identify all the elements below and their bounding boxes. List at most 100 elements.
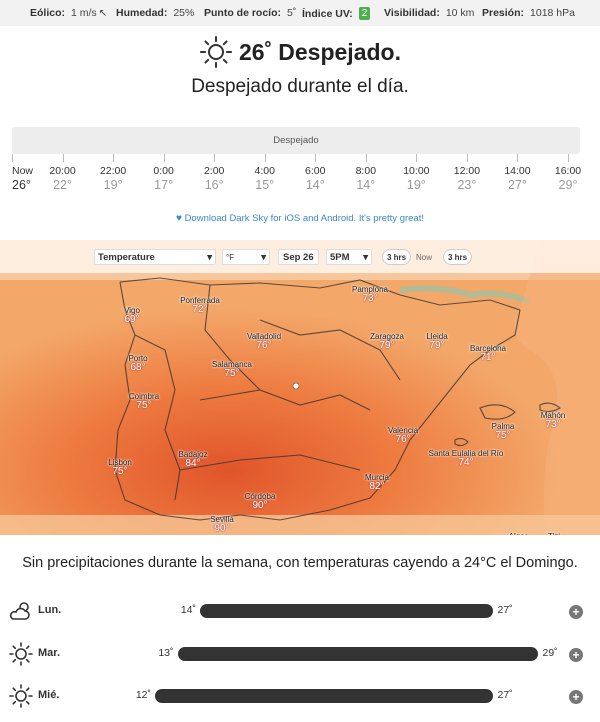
city-name: Coimbra — [128, 392, 160, 401]
now-button[interactable]: Now — [416, 252, 433, 262]
sun-icon — [200, 36, 233, 68]
city-name: Palma — [491, 422, 515, 431]
hour-item[interactable]: 14:00 27° — [495, 165, 539, 192]
humidity-label: Humedad: — [116, 7, 168, 19]
stats-bar: Eólico: 1 m/s ↖ Humedad: 25% Punto de ro… — [0, 0, 600, 26]
hour-time: 10:00 — [403, 165, 430, 177]
city-temp: 82° — [369, 481, 385, 492]
map-city-label: Valladolid 76° — [247, 332, 281, 351]
wind-value: 1 m/s — [71, 7, 97, 19]
city-name: Valencia — [387, 426, 419, 435]
timeline-ticks — [12, 154, 580, 164]
day-row[interactable]: Mié. 12˚ 27˚ + — [0, 684, 600, 708]
map-time-select[interactable]: 5PM ▾ — [326, 249, 372, 265]
current-conditions: 26˚ Despejado. Despejado durante el día. — [0, 32, 600, 98]
timeline-tick — [113, 154, 115, 162]
hour-item[interactable]: 4:00 15° — [243, 165, 287, 192]
timeline-tick — [12, 154, 13, 162]
expand-day-button[interactable]: + — [569, 605, 583, 619]
temperature-map[interactable]: Temperature ▾ °F ▾ Sep 26 5PM ▾ 3 hrs No… — [0, 240, 600, 535]
hour-item[interactable]: 20:00 22° — [41, 165, 85, 192]
dew-point-label: Punto de rocío: — [204, 7, 281, 19]
hour-item[interactable]: 22:00 19° — [91, 165, 135, 192]
visibility-stat: Visibilidad: 10 km — [384, 7, 474, 19]
hour-time: 22:00 — [99, 165, 127, 177]
city-temp: 79° — [379, 340, 395, 351]
pressure-label: Presión: — [482, 7, 525, 19]
city-name: Salamanca — [211, 360, 253, 369]
hour-item[interactable]: 10:00 19° — [394, 165, 438, 192]
hourly-condition-bar[interactable]: Despejado — [12, 127, 580, 154]
city-temp: 68° — [130, 362, 146, 373]
expand-day-button[interactable]: + — [569, 690, 583, 704]
city-name: Barcelona — [469, 344, 507, 353]
hour-temp: 22° — [53, 178, 72, 192]
hour-item[interactable]: Now 26° — [12, 165, 56, 192]
day-row[interactable]: Lun. 14˚ 27˚ + — [0, 599, 600, 623]
map-date[interactable]: Sep 26 — [278, 249, 319, 265]
city-temp: 73° — [362, 293, 378, 304]
map-city-label: Zaragoza 79° — [370, 332, 404, 351]
hour-temp: 29° — [558, 178, 578, 192]
map-city-label: Porto 68° — [128, 354, 147, 373]
hour-item[interactable]: 8:00 14° — [344, 165, 388, 192]
city-name: Lleida — [426, 332, 448, 341]
hour-item[interactable]: 2:00 16° — [192, 165, 236, 192]
day-row[interactable]: Mar. 13˚ 29˚ + — [0, 642, 600, 666]
map-background — [0, 240, 600, 535]
map-city-label: Lleida 79° — [426, 332, 448, 351]
map-toolbar: Temperature ▾ °F ▾ Sep 26 5PM ▾ 3 hrs No… — [0, 240, 600, 273]
day-low-temp: 14˚ — [180, 604, 196, 616]
hour-item[interactable]: 12:00 23° — [445, 165, 489, 192]
hour-temp: 27° — [508, 178, 527, 192]
map-city-label: Tizi — [548, 532, 560, 535]
hour-temp: 19° — [103, 178, 123, 192]
day-name: Mar. — [38, 647, 61, 659]
week-summary: Sin precipitaciones durante la semana, c… — [22, 555, 578, 571]
chevron-down-icon: ▾ — [363, 251, 368, 263]
map-unit-select[interactable]: °F ▾ — [222, 249, 270, 265]
map-layer-select[interactable]: Temperature ▾ — [94, 249, 216, 265]
city-temp: 74° — [458, 457, 474, 468]
hour-time: 0:00 — [153, 165, 174, 177]
hour-temp: 16° — [204, 178, 224, 192]
hour-item[interactable]: 0:00 17° — [142, 165, 186, 192]
step-forward-button[interactable]: 3 hrs — [443, 249, 473, 265]
hour-time: 14:00 — [504, 165, 531, 177]
map-city-label: Barcelona 71° — [469, 344, 507, 363]
city-name: Lisbon — [108, 458, 132, 467]
hour-item[interactable]: 16:00 29° — [546, 165, 590, 192]
timeline-tick — [315, 154, 317, 162]
temperature-range-bar — [177, 647, 538, 661]
city-name: Alger — [509, 532, 528, 535]
day-low-temp: 12˚ — [135, 689, 151, 701]
hour-temp: 17° — [154, 178, 174, 192]
wind-direction-arrow-icon: ↖ — [98, 7, 108, 19]
current-summary: Despejado durante el día. — [191, 76, 409, 97]
hour-temp: 14° — [305, 178, 325, 192]
city-name: Ponferrada — [180, 296, 220, 305]
hour-time: 12:00 — [453, 165, 481, 177]
map-city-label: Badajoz 84° — [179, 450, 208, 469]
timeline-tick — [568, 154, 569, 162]
city-temp: 71° — [480, 352, 496, 363]
timeline-tick — [365, 154, 367, 162]
visibility-value: 10 km — [445, 7, 475, 19]
map-city-label: Ponferrada 72° — [180, 296, 220, 315]
timeline-tick — [163, 154, 165, 162]
humidity-stat: Humedad: 25% — [116, 7, 194, 19]
expand-day-button[interactable]: + — [569, 648, 583, 662]
city-name: Vigo — [124, 306, 140, 315]
download-link[interactable]: Download Dark Sky for iOS and Android. I… — [184, 213, 424, 224]
map-city-label: Sevilla 90° — [210, 515, 234, 534]
map-city-label: Mahón 73° — [541, 411, 565, 430]
city-name: Córdoba — [244, 492, 276, 501]
hour-item[interactable]: 6:00 14° — [293, 165, 337, 192]
map-time-value: 5PM — [330, 251, 350, 263]
download-banner[interactable]: ♥ Download Dark Sky for iOS and Android.… — [0, 213, 600, 224]
visibility-label: Visibilidad: — [384, 7, 440, 19]
hour-time: 4:00 — [254, 165, 275, 177]
step-back-button[interactable]: 3 hrs — [382, 249, 412, 265]
partly-cloudy-icon — [8, 599, 34, 623]
uv-index-badge: 2 — [358, 7, 371, 20]
